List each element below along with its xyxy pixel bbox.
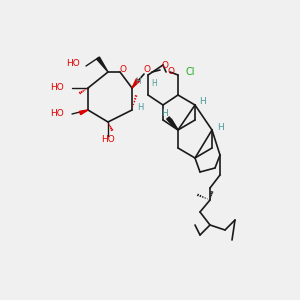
Text: HO: HO [101, 136, 115, 145]
Text: O: O [161, 61, 169, 70]
Polygon shape [97, 57, 108, 72]
Text: H: H [135, 76, 141, 85]
Polygon shape [132, 79, 140, 88]
Text: O: O [119, 64, 127, 74]
Polygon shape [80, 110, 88, 115]
Text: HO: HO [50, 83, 64, 92]
Text: HO: HO [50, 110, 64, 118]
Text: O: O [143, 65, 151, 74]
Text: H: H [217, 122, 224, 131]
Text: Cl: Cl [185, 67, 195, 77]
Text: O: O [167, 68, 175, 76]
Text: HO: HO [66, 59, 80, 68]
Text: H: H [200, 98, 206, 106]
Text: H: H [162, 109, 168, 118]
Text: H: H [151, 79, 157, 88]
Text: H: H [137, 103, 143, 112]
Polygon shape [169, 119, 178, 130]
Polygon shape [167, 117, 178, 130]
